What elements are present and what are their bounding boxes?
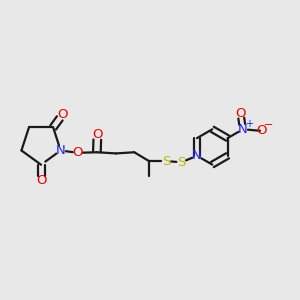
Text: O: O [57, 108, 68, 121]
Text: N: N [192, 149, 202, 162]
Text: S: S [177, 156, 186, 169]
Text: O: O [92, 128, 103, 141]
Text: O: O [73, 146, 83, 159]
Text: O: O [235, 106, 246, 120]
Text: S: S [162, 154, 170, 168]
Text: −: − [264, 121, 274, 130]
Text: +: + [245, 119, 253, 129]
Text: O: O [36, 174, 46, 188]
Text: N: N [238, 123, 248, 136]
Text: O: O [256, 124, 267, 137]
Text: N: N [56, 144, 65, 157]
